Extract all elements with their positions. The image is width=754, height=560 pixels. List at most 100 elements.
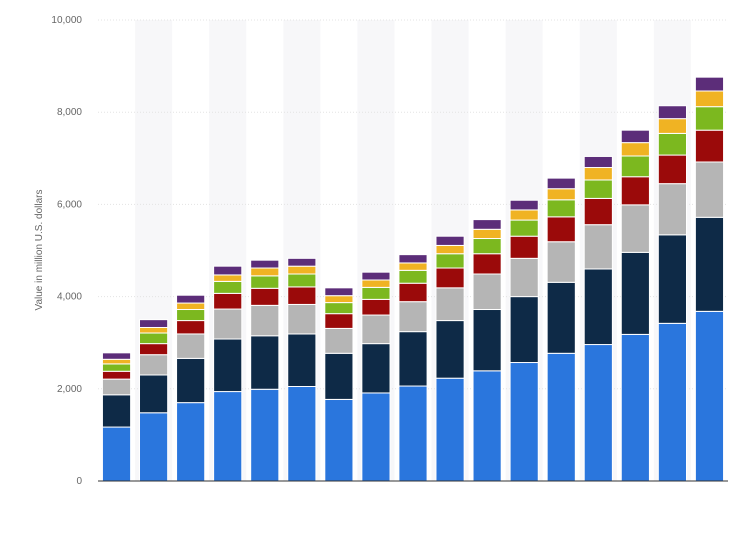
- bar-segment-3: [101, 378, 132, 396]
- bar-segment-2: [176, 357, 206, 404]
- bar-segment-5: [694, 106, 725, 131]
- bar-segment-7: [398, 254, 428, 264]
- bar-segment-6: [657, 118, 687, 134]
- bar-segment-3: [435, 287, 465, 322]
- bar-segment-7: [435, 235, 465, 246]
- bar-segment-7: [546, 177, 576, 190]
- y-tick-labels: 0 2,000 4,000 6,000 8,000 10,000: [51, 15, 82, 487]
- bar-segment-4: [176, 320, 206, 335]
- bar-segment-6: [324, 295, 354, 304]
- bar-segment-3: [694, 161, 725, 218]
- bar-segment-4: [435, 267, 465, 289]
- bar-segment-1: [620, 333, 650, 482]
- bar-segment-2: [509, 296, 539, 364]
- bar-segment-6: [435, 244, 465, 255]
- bar-segment-3: [250, 304, 280, 337]
- bar-segment-4: [657, 154, 687, 185]
- bar-segment-2: [694, 216, 725, 312]
- bar-segment-4: [583, 197, 613, 226]
- bar-segment-4: [398, 282, 428, 303]
- bar-segment-2: [324, 352, 354, 400]
- bar-segment-3: [361, 314, 391, 345]
- bar-segment-1: [176, 402, 206, 482]
- bar-segment-5: [435, 253, 465, 269]
- bar-segment-3: [176, 333, 206, 359]
- bar-segment-7: [139, 319, 169, 328]
- bar-segment-7: [324, 287, 354, 297]
- bar-segment-6: [287, 265, 317, 275]
- bar-segment-6: [509, 209, 539, 221]
- bar-segment-7: [250, 259, 280, 269]
- bar-segment-3: [287, 303, 317, 335]
- bar-segment-4: [620, 176, 650, 206]
- bar-segment-7: [509, 199, 539, 211]
- bar-segment-5: [324, 302, 354, 315]
- bar-segment-2: [620, 251, 650, 335]
- bar-segment-4: [101, 370, 132, 380]
- bar-segment-1: [361, 392, 391, 482]
- bar-segment-4: [546, 216, 576, 243]
- bar-segment-1: [250, 388, 280, 482]
- bar-segment-4: [361, 298, 391, 316]
- bar-segment-5: [213, 280, 243, 294]
- bar-segment-1: [435, 377, 465, 482]
- bar-segment-1: [101, 426, 132, 482]
- bar-segment-2: [101, 394, 132, 428]
- bar-segment-6: [694, 90, 725, 108]
- bar-segment-4: [472, 253, 502, 275]
- bar-segment-1: [509, 362, 539, 482]
- bars: [101, 76, 725, 482]
- bar-segment-2: [287, 333, 317, 387]
- bar-segment-7: [287, 257, 317, 267]
- y-tick-label: 0: [76, 476, 82, 487]
- bar-segment-5: [101, 363, 132, 372]
- bar-segment-2: [213, 338, 243, 393]
- y-axis-title: Value in million U.S. dollars: [34, 190, 45, 311]
- bar-segment-1: [287, 385, 317, 482]
- bar-segment-3: [620, 204, 650, 253]
- bar-segment-5: [361, 286, 391, 300]
- bar-segment-4: [324, 313, 354, 329]
- bar-segment-2: [361, 343, 391, 394]
- bar-segment-7: [694, 76, 725, 92]
- y-tick-label: 6,000: [57, 199, 82, 210]
- bar-segment-5: [139, 332, 169, 345]
- bar-segment-3: [213, 308, 243, 340]
- bar-segment-2: [398, 331, 428, 387]
- bar-segment-6: [398, 262, 428, 271]
- bar-segment-5: [176, 309, 206, 322]
- bar-segment-1: [398, 385, 428, 482]
- y-tick-label: 10,000: [51, 15, 82, 26]
- bar-segment-5: [287, 273, 317, 288]
- bar-segment-7: [213, 265, 243, 276]
- bar-segment-3: [509, 257, 539, 298]
- bar-segment-4: [694, 129, 725, 163]
- bar-segment-6: [472, 228, 502, 240]
- bar-segment-1: [546, 352, 576, 482]
- bar-segment-3: [583, 224, 613, 270]
- y-tick-label: 2,000: [57, 384, 82, 395]
- bar-segment-1: [472, 370, 502, 482]
- bar-segment-2: [139, 374, 169, 414]
- bar-segment-7: [620, 129, 650, 144]
- bar-segment-6: [620, 142, 650, 157]
- bar-segment-5: [398, 269, 428, 284]
- bar-segment-6: [583, 167, 613, 181]
- bar-segment-1: [657, 322, 687, 482]
- bar-segment-7: [101, 352, 132, 360]
- bar-segment-2: [250, 335, 280, 390]
- y-tick-label: 8,000: [57, 107, 82, 118]
- bar-segment-3: [398, 301, 428, 333]
- bar-segment-6: [546, 188, 576, 201]
- bar-segment-1: [694, 310, 725, 482]
- bar-segment-4: [139, 343, 169, 356]
- bar-segment-2: [435, 320, 465, 379]
- bar-segment-5: [546, 199, 576, 218]
- bar-segment-2: [657, 234, 687, 324]
- bar-segment-6: [361, 279, 391, 288]
- bar-segment-6: [139, 326, 169, 334]
- bar-segment-7: [361, 271, 391, 281]
- bar-segment-7: [657, 105, 687, 120]
